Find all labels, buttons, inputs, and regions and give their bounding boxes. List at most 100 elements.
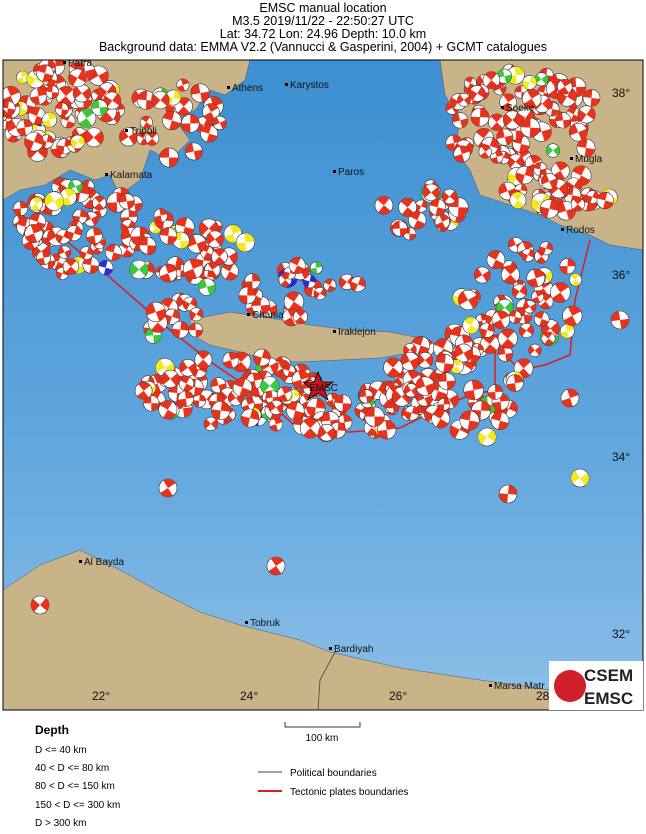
ball-quadrant (233, 378, 246, 388)
ball-quadrant (374, 416, 385, 427)
ball-quadrant (303, 418, 318, 429)
ball-quadrant (377, 429, 389, 440)
ball-quadrant (487, 429, 497, 442)
ball-quadrant (540, 206, 550, 218)
beach-ball (220, 262, 239, 281)
header-event: M3.5 2019/11/22 - 22:50:27 UTC (232, 14, 414, 28)
ball-quadrant (556, 201, 567, 214)
ball-quadrant (415, 377, 426, 390)
beach-ball (260, 376, 280, 396)
beach-ball (435, 353, 455, 373)
ball-quadrant (491, 411, 503, 421)
ball-quadrant (503, 151, 510, 160)
ball-quadrant (481, 400, 491, 412)
ball-quadrant (549, 178, 558, 189)
beach-ball (16, 119, 33, 136)
ball-quadrant (293, 389, 300, 397)
depth-class: 150 < D <= 300 km (35, 800, 120, 811)
ball-quadrant (432, 409, 446, 419)
ball-quadrant (295, 316, 306, 324)
ball-quadrant (3, 109, 7, 118)
beach-ball (3, 109, 8, 122)
ball-quadrant (501, 338, 515, 349)
ball-quadrant (196, 308, 204, 318)
ball-quadrant (439, 214, 449, 222)
ball-quadrant (620, 318, 629, 329)
beach-ball (145, 301, 166, 323)
ball-quadrant (517, 358, 531, 369)
ball-quadrant (496, 310, 509, 320)
place-label: Rodos (566, 225, 595, 236)
ball-quadrant (223, 414, 233, 422)
map: Patra Athens Karystos Tripoli Kalamata P… (3, 60, 643, 710)
ball-quadrant (213, 248, 226, 257)
beach-ball (182, 296, 198, 311)
ball-quadrant (571, 470, 580, 483)
beach-ball (539, 199, 559, 219)
ball-quadrant (98, 70, 109, 85)
ball-quadrant (350, 281, 358, 292)
ball-quadrant (23, 119, 33, 128)
ball-quadrant (438, 372, 447, 382)
ball-quadrant (425, 354, 433, 367)
ball-quadrant (523, 301, 530, 310)
ball-quadrant (179, 240, 190, 249)
ball-quadrant (359, 389, 367, 398)
ball-quadrant (106, 202, 118, 213)
ball-quadrant (501, 102, 513, 111)
beach-ball (309, 261, 323, 275)
ball-quadrant (541, 128, 552, 142)
ball-quadrant (24, 138, 34, 151)
ball-quadrant (207, 270, 214, 278)
ball-quadrant (491, 259, 504, 269)
beach-ball (501, 265, 520, 285)
beach-ball (24, 224, 44, 243)
beach-ball (206, 230, 224, 249)
beach-ball (200, 124, 218, 143)
epicenter-star (301, 370, 335, 402)
ball-quadrant (199, 394, 206, 402)
ball-quadrant (229, 224, 242, 234)
ball-quadrant (505, 352, 513, 362)
ball-quadrant (216, 393, 225, 402)
ball-quadrant (516, 306, 526, 316)
beach-ball (478, 145, 492, 159)
beach-ball (438, 372, 456, 390)
map-frame (2, 59, 644, 711)
ball-quadrant (475, 128, 490, 139)
ball-quadrant (465, 77, 474, 84)
ball-quadrant (428, 370, 437, 383)
ball-quadrant (47, 260, 56, 269)
ball-quadrant (565, 324, 575, 332)
ball-quadrant (99, 238, 106, 247)
ball-quadrant (326, 427, 336, 440)
ball-quadrant (198, 278, 207, 290)
ball-quadrant (252, 372, 263, 381)
ball-quadrant (443, 363, 454, 373)
ball-quadrant (155, 308, 166, 322)
ball-quadrant (270, 557, 284, 566)
ball-quadrant (253, 355, 262, 366)
ball-quadrant (292, 379, 304, 389)
beach-ball (286, 401, 305, 420)
ball-quadrant (513, 374, 524, 384)
ball-quadrant (81, 87, 91, 101)
beach-ball (118, 193, 135, 210)
ball-quadrant (485, 80, 498, 89)
ball-quadrant (112, 93, 121, 106)
ball-quadrant (59, 86, 74, 97)
beach-ball (521, 248, 535, 262)
ball-quadrant (206, 133, 218, 143)
place-label: Chania (252, 310, 284, 321)
ball-quadrant (519, 326, 527, 337)
ball-quadrant (189, 297, 197, 307)
ball-quadrant (504, 74, 512, 84)
beach-ball (457, 93, 471, 107)
beach-ball (559, 323, 575, 339)
beach-ball (139, 115, 153, 129)
ball-quadrant (467, 420, 479, 431)
ball-quadrant (122, 249, 133, 258)
ball-quadrant (549, 199, 559, 211)
beach-ball (55, 86, 76, 107)
